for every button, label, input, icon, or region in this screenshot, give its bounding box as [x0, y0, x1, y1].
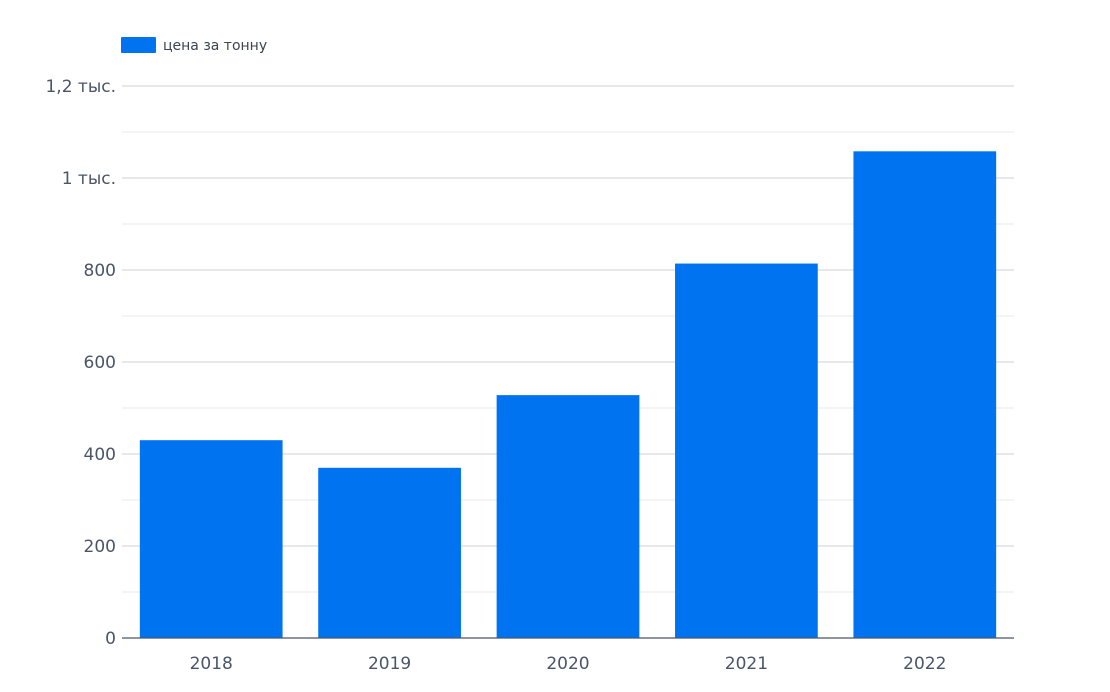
bar-2018	[139, 440, 283, 638]
y-tick-label: 400	[84, 445, 116, 465]
y-tick-label: 0	[105, 629, 116, 649]
x-tick-label: 2021	[725, 654, 768, 674]
bar-2022	[853, 151, 997, 638]
y-tick-label: 1 тыс.	[62, 169, 116, 189]
legend-swatch	[121, 37, 156, 53]
y-tick-label: 200	[84, 537, 116, 557]
x-tick-label: 2020	[546, 654, 589, 674]
legend-label: цена за тонну	[163, 38, 267, 54]
x-tick-label: 2022	[903, 654, 946, 674]
x-tick-label: 2019	[368, 654, 411, 674]
x-tick-label: 2018	[190, 654, 233, 674]
bar-2019	[318, 467, 461, 638]
bar-2021	[675, 263, 818, 638]
y-tick-label: 600	[84, 353, 116, 373]
legend: цена за тонну	[121, 37, 267, 54]
y-tick-label: 1,2 тыс.	[45, 77, 116, 97]
axes: 0 200 400 600 800 1 тыс. 1,2 тыс. 2018 2019 2020 2…	[45, 77, 1014, 674]
bar-2020	[496, 395, 640, 638]
y-tick-label: 800	[84, 261, 116, 281]
bars	[139, 151, 997, 638]
